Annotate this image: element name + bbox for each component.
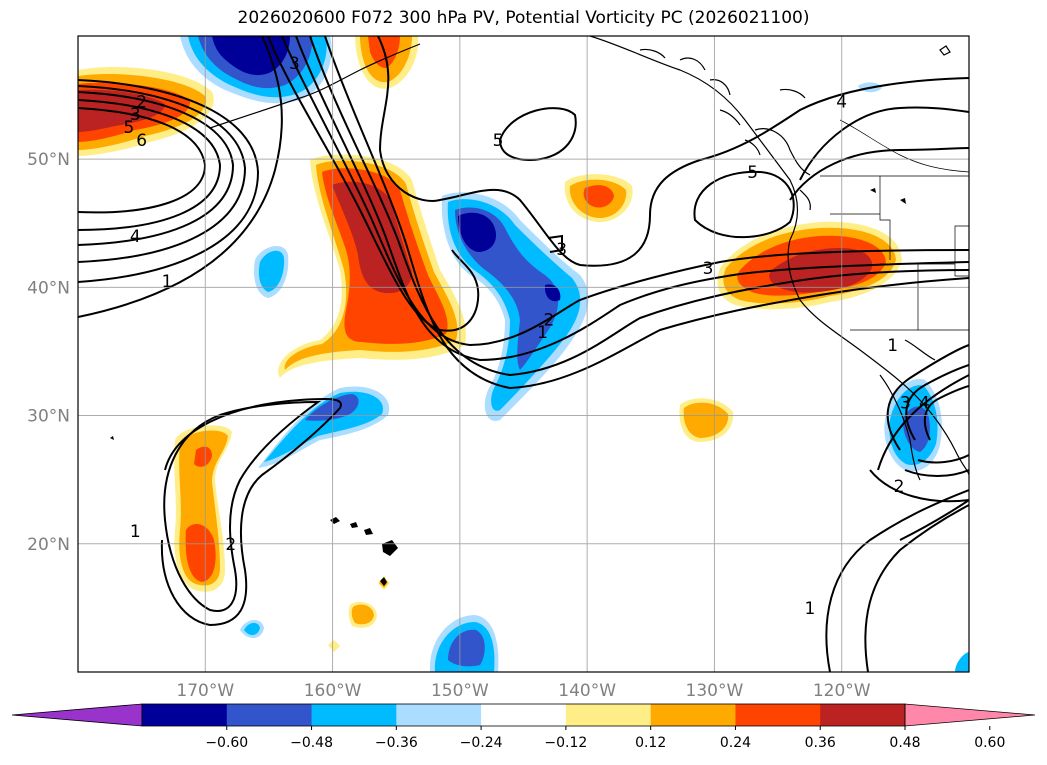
contour-value-label: 4 [836,92,847,112]
borders [820,119,969,331]
longitude-label: 140°W [558,681,616,701]
contour-value-label: 4 [130,227,141,247]
contour-value-label: 3 [900,394,911,414]
colorbar-extend-high [904,703,1036,727]
colorbar: −0.60 −0.48 −0.36 −0.24 −0.12 0.12 0.24 0.36 0.4… [11,703,1036,751]
contour-value-label: 3 [556,240,567,260]
contour-value-label: 2 [894,477,905,497]
latitude-label: 20°N [27,535,70,555]
contour-value-label: 1 [887,336,898,356]
gridlines [78,36,969,672]
longitude-labels: 170°W 160°W 150°W 140°W 130°W 120°W [176,681,870,701]
colorbar-segment [565,704,652,726]
colorbar-tick-label: 0.12 [635,735,666,751]
longitude-label: 160°W [304,681,362,701]
longitude-label: 130°W [686,681,744,701]
colorbar-frame [141,703,906,727]
colorbar-tick-label: −0.24 [460,735,503,751]
coastlines [209,36,969,481]
contour-value-label: 3 [130,105,141,125]
latitude-label: 40°N [27,278,70,298]
longitude-label: 170°W [176,681,234,701]
map-title: 2026020600 F072 300 hPa PV, Potential Vo… [237,8,810,28]
colorbar-segment [481,704,567,726]
contour-value-label: 2 [225,535,236,555]
colorbar-segment [226,704,313,726]
islands [110,188,906,586]
contour-value-label: 3 [703,259,714,279]
longitude-label: 120°W [813,681,871,701]
contour-value-label: 5 [493,131,504,151]
contour-value-label: 3 [289,54,300,74]
latitude-label: 50°N [27,150,70,170]
contour-value-label: 5 [124,118,135,138]
contour-value-label: 6 [136,131,147,151]
contour-value-label: 1 [130,522,141,542]
colorbar-tick-label: −0.48 [290,735,333,751]
contour-value-label: 4 [919,394,930,414]
plot-frame [77,35,970,673]
contour-value-label: 1 [162,272,173,292]
longitude-label: 150°W [431,681,489,701]
colorbar-segment [311,704,397,726]
colorbar-segment [820,704,906,726]
contour-value-label: 2 [136,92,147,112]
contour-value-label: 2 [544,310,555,330]
colorbar-segment [142,704,228,726]
colorbar-extend-low [11,703,143,727]
colorbar-tick-label: 0.36 [805,735,836,751]
latitude-labels: 50°N 40°N 30°N 20°N [27,150,70,555]
contour-value-label: 1 [537,323,548,343]
colorbar-segment [650,704,736,726]
colorbar-tick-label: −0.36 [375,735,418,751]
colorbar-segment [735,704,821,726]
colorbar-tick-label: −0.12 [544,735,587,751]
latitude-label: 30°N [27,407,70,427]
colorbar-tick-label: 0.60 [974,735,1005,751]
contour-value-label: 1 [804,599,815,619]
colorbar-tick-label: 0.24 [720,735,751,751]
colorbar-segment [396,704,482,726]
colorbar-tick-label: −0.60 [205,735,248,751]
contour-value-label: 5 [747,163,758,183]
colorbar-tick-label: 0.48 [889,735,920,751]
pv-contours [78,36,969,672]
